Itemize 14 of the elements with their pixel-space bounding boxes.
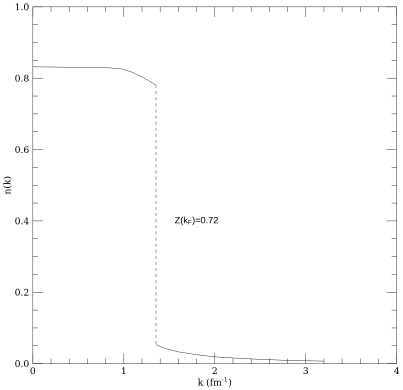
x-tick-label: 2 bbox=[212, 367, 217, 374]
y-tick-label: 0.2 bbox=[15, 288, 28, 296]
y-tick-label: 0.8 bbox=[15, 74, 29, 82]
x-tick-label: 0 bbox=[30, 367, 36, 374]
x-axis-title: k (fm$^{-1}$) bbox=[198, 376, 232, 387]
y-tick-label: 0.4 bbox=[15, 217, 29, 224]
x-tick-label: 3 bbox=[304, 367, 308, 374]
y-tick-label: 0.0 bbox=[15, 360, 29, 367]
y-tick-label: 0.6 bbox=[15, 146, 29, 153]
annotation: Z(k$_{F}$)=0.72 bbox=[174, 216, 218, 226]
y-axis-title: n(k) bbox=[3, 176, 12, 194]
y-tick-label: 1.0 bbox=[16, 3, 29, 10]
x-tick-label: 4 bbox=[394, 367, 400, 374]
x-tick-label: 1 bbox=[122, 367, 126, 374]
